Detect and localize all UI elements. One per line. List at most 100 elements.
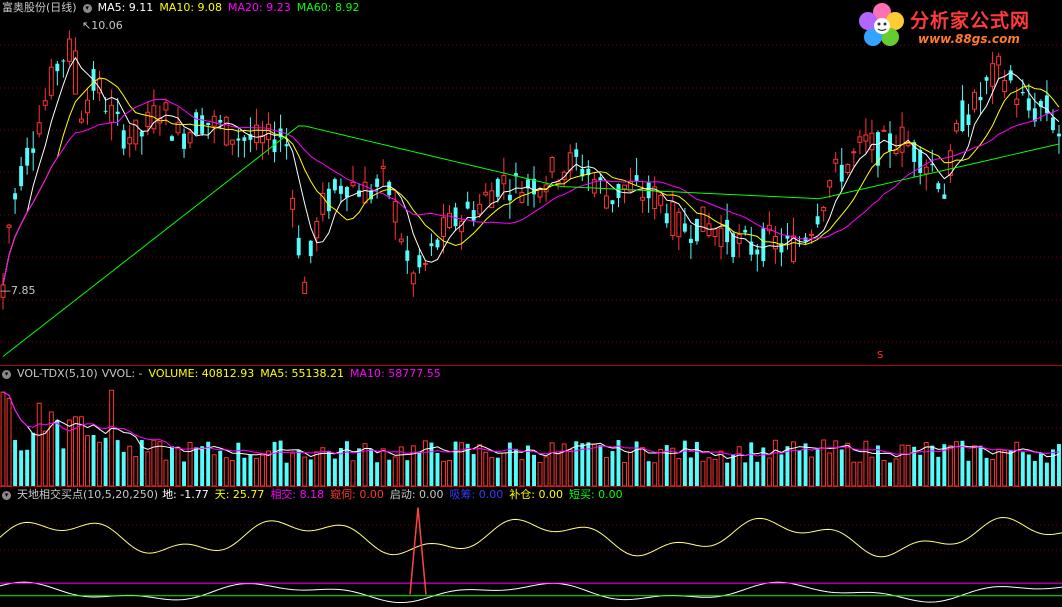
volume-bar <box>634 441 639 486</box>
volume-bar <box>422 440 428 487</box>
candle-body <box>163 102 169 111</box>
volume-bar <box>628 451 634 487</box>
volume-bar <box>875 445 880 486</box>
volume-bar <box>278 440 283 486</box>
candle-body <box>561 171 567 181</box>
candle-body <box>610 200 615 205</box>
volume-bar <box>706 457 712 487</box>
candle-body <box>338 185 343 194</box>
volume-bar <box>736 446 742 487</box>
candle-body <box>392 201 398 223</box>
volume-bar <box>591 443 597 487</box>
volume-bar <box>25 449 30 486</box>
candle-body <box>200 115 205 134</box>
candle-body <box>284 144 289 147</box>
signal-marker: S <box>877 350 884 361</box>
candle-body <box>175 122 181 134</box>
volume-bar <box>893 458 899 487</box>
volume-bar <box>676 458 682 487</box>
vvol-label: VVOL: - <box>101 367 143 380</box>
candle-body <box>42 100 48 106</box>
candle-body <box>187 132 193 144</box>
candle-body <box>918 149 923 173</box>
volume-bar <box>242 457 247 486</box>
volume-bar <box>260 454 265 487</box>
settings-icon[interactable]: ▾ <box>82 3 92 13</box>
volume-bar <box>133 456 139 487</box>
candle-body <box>809 233 815 236</box>
volume-bar <box>905 444 911 487</box>
ma60-label: MA60: 8.92 <box>296 1 360 14</box>
xiangjiao-label: 相交: 8.18 <box>270 488 325 501</box>
volume-bar <box>248 454 253 486</box>
volume-bar <box>398 446 404 487</box>
volume-bar <box>712 458 718 487</box>
volume-bar <box>791 441 796 487</box>
candle-body <box>682 223 687 232</box>
candle-body <box>302 281 308 295</box>
volume-bar <box>526 445 530 486</box>
candle-body <box>664 213 669 224</box>
volume-bar <box>1057 444 1061 486</box>
ma10-line <box>2 77 1060 286</box>
volume-bar <box>272 441 277 486</box>
volume-bar <box>688 457 693 486</box>
volume-bar <box>772 439 778 487</box>
candle-body <box>398 238 404 243</box>
candle-body <box>387 181 392 196</box>
candle-body <box>182 133 187 149</box>
brand-url[interactable]: www.88gs.com <box>918 32 1020 46</box>
candle-body <box>369 190 374 200</box>
volume-bar <box>953 441 959 487</box>
settings-icon[interactable]: ▾ <box>2 369 11 379</box>
candle-body <box>72 50 78 95</box>
di-line <box>0 581 1062 604</box>
candle-body <box>447 212 453 229</box>
volume-bar <box>66 419 72 487</box>
volume-bar <box>1032 460 1037 486</box>
candle-body <box>700 206 706 232</box>
volume-bar <box>839 449 844 486</box>
candle-body <box>229 139 235 145</box>
volume-bar <box>603 457 609 487</box>
candle-body <box>628 181 634 192</box>
di-label: 地: -1.77 <box>162 488 209 501</box>
volume-bar <box>755 461 760 486</box>
volume-bar <box>622 462 627 487</box>
volume-bar <box>465 443 470 486</box>
volume-bar <box>471 454 476 486</box>
volume-bar <box>947 445 953 487</box>
volume-bar <box>749 442 754 486</box>
duanmai-label: 短买: 0.00 <box>568 488 623 501</box>
volume-bar <box>218 450 223 486</box>
candle-body <box>725 219 730 243</box>
flower-logo-icon <box>859 3 904 46</box>
volume-bar <box>743 462 748 486</box>
ma5-line <box>2 56 1060 286</box>
volume-bar <box>833 440 839 487</box>
candle-body <box>845 163 851 174</box>
candle-body <box>483 191 489 196</box>
volume-bar <box>0 391 6 487</box>
volume-bar <box>972 445 977 487</box>
candle-body <box>549 157 555 173</box>
volume-bar <box>223 457 229 487</box>
candle-body <box>749 241 754 255</box>
candle-body <box>218 119 223 123</box>
candle-body <box>960 100 965 132</box>
volume-bar <box>1014 441 1020 487</box>
candle-body <box>350 181 356 187</box>
candle-body <box>1038 101 1043 107</box>
candle-body <box>453 207 458 227</box>
volume-bar <box>284 462 289 486</box>
candle-body <box>6 224 12 228</box>
volume-bar <box>1044 462 1049 486</box>
candlestick-series <box>0 30 1061 310</box>
volume-bar <box>163 459 169 487</box>
volume-bar <box>435 452 440 486</box>
candle-body <box>580 168 585 177</box>
settings-icon[interactable]: ▾ <box>2 490 11 500</box>
volume-bar <box>851 461 857 487</box>
volume-bar <box>899 444 905 487</box>
